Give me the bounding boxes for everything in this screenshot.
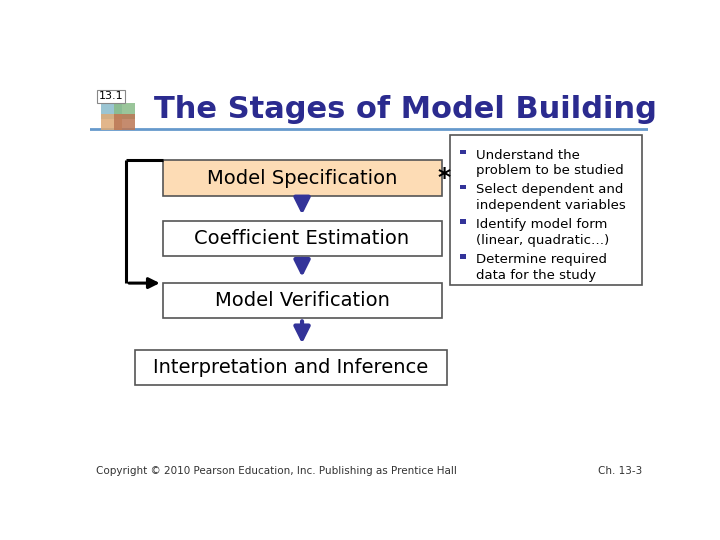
FancyBboxPatch shape	[135, 349, 447, 385]
FancyBboxPatch shape	[114, 114, 135, 130]
FancyBboxPatch shape	[163, 160, 441, 196]
FancyBboxPatch shape	[101, 103, 122, 119]
Text: Ch. 13-3: Ch. 13-3	[598, 465, 642, 476]
FancyBboxPatch shape	[460, 150, 466, 154]
Text: Model Verification: Model Verification	[215, 291, 390, 310]
FancyBboxPatch shape	[163, 283, 441, 319]
FancyBboxPatch shape	[460, 219, 466, 224]
Text: Identify model form
(linear, quadratic…): Identify model form (linear, quadratic…)	[476, 218, 609, 247]
Text: *: *	[438, 166, 451, 190]
FancyBboxPatch shape	[163, 221, 441, 256]
FancyBboxPatch shape	[114, 103, 135, 119]
Text: The Stages of Model Building: The Stages of Model Building	[154, 95, 657, 124]
Text: Model Specification: Model Specification	[207, 168, 397, 187]
Text: 13.1: 13.1	[99, 91, 124, 102]
Text: Copyright © 2010 Pearson Education, Inc. Publishing as Prentice Hall: Copyright © 2010 Pearson Education, Inc.…	[96, 465, 456, 476]
FancyBboxPatch shape	[460, 185, 466, 189]
Text: Coefficient Estimation: Coefficient Estimation	[194, 229, 410, 248]
Text: Select dependent and
independent variables: Select dependent and independent variabl…	[476, 184, 626, 212]
FancyBboxPatch shape	[101, 114, 122, 130]
FancyBboxPatch shape	[460, 254, 466, 259]
Text: Determine required
data for the study: Determine required data for the study	[476, 253, 607, 281]
Text: Interpretation and Inference: Interpretation and Inference	[153, 358, 428, 377]
FancyBboxPatch shape	[450, 136, 642, 285]
Text: Understand the
problem to be studied: Understand the problem to be studied	[476, 148, 624, 177]
